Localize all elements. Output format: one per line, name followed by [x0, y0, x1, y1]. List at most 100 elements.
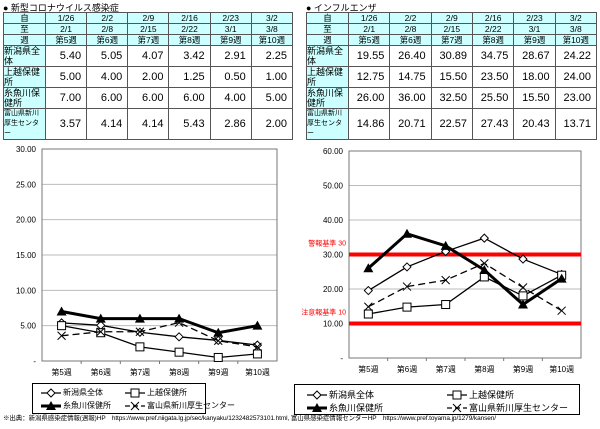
legend-marker — [452, 390, 462, 399]
header-cell: 第10週 — [554, 34, 598, 46]
triangle-marker — [440, 240, 451, 250]
square-marker — [57, 321, 67, 331]
triangle-marker — [95, 313, 106, 323]
value-cell: 12.75 — [347, 66, 391, 88]
x-tick-label: 第6週 — [397, 364, 417, 374]
row-label: 新潟県全体 — [3, 45, 46, 67]
value-cell: 22.57 — [430, 108, 473, 140]
value-cell: 36.00 — [389, 87, 432, 109]
square-marker — [518, 291, 528, 301]
value-cell: 20.43 — [513, 108, 556, 140]
legend-label: 上越保健所 — [469, 390, 515, 400]
value-cell: 13.71 — [554, 108, 598, 140]
diamond-marker — [174, 332, 184, 342]
x-marker — [174, 318, 184, 327]
x-tick-label: 第7週 — [130, 367, 150, 377]
x-tick-label: 第8週 — [474, 364, 494, 374]
value-cell: 2.00 — [250, 108, 294, 140]
diamond-marker — [363, 285, 374, 296]
legend-swatch-icon — [125, 388, 145, 397]
source-footer: ※出典：新潟県感染症情報(週報)HP https://www.pref.niig… — [3, 415, 496, 422]
legend-label: 新潟県全体 — [329, 390, 375, 400]
legend-marker — [312, 389, 322, 400]
table-row: 新潟県全体 5.40 5.05 4.07 3.42 2.91 2.25 — [3, 45, 294, 67]
triangle-marker — [479, 265, 490, 275]
header-label: 週 — [3, 34, 46, 46]
value-cell: 7.00 — [44, 87, 88, 109]
legend-marker — [130, 401, 140, 410]
series-2 — [363, 228, 567, 309]
legend-item: 富山県新川厚生センター — [125, 400, 235, 411]
square-marker — [96, 328, 106, 338]
legend-swatch-icon — [447, 403, 467, 412]
legend-marker — [46, 400, 56, 410]
row-label: 新潟県全体 — [306, 45, 349, 67]
row-label: 糸魚川保健所 — [306, 87, 349, 109]
header-cell: 第8週 — [168, 34, 211, 46]
legend-label: 糸魚川保健所 — [329, 403, 384, 413]
value-cell: 4.14 — [86, 108, 129, 140]
value-cell: 28.67 — [513, 45, 556, 67]
table-row: 上越保健所 5.00 4.00 2.00 1.25 0.50 1.00 — [3, 66, 294, 88]
series-line — [367, 237, 562, 292]
series-line — [368, 262, 563, 312]
series-3 — [363, 259, 567, 316]
table-row: 富山県新川厚生センター 14.86 20.71 22.57 27.43 20.43 13.7… — [306, 108, 598, 140]
value-cell: 15.50 — [513, 87, 556, 109]
series-line — [61, 310, 258, 335]
triangle-marker — [363, 263, 374, 273]
y-tick-label: 10.00 — [323, 320, 344, 329]
row-label: 上越保健所 — [306, 66, 349, 88]
legend-swatch-icon — [41, 400, 61, 410]
y-tick-label: 30.00 — [16, 145, 37, 154]
x-marker — [135, 327, 145, 337]
legend-label: 富山県新川厚生センター — [147, 401, 235, 410]
x-marker — [213, 336, 223, 346]
x-tick-label: 第7週 — [435, 364, 455, 374]
square-marker — [213, 352, 223, 362]
x-marker — [253, 342, 262, 352]
flu-table: 自 1/26 2/2 2/9 2/16 2/23 3/2 至 2/1 2/8 2/15 2/22 3/1… — [306, 12, 598, 140]
series-line — [368, 274, 562, 315]
series-3 — [57, 318, 262, 352]
table-row: 糸魚川保健所 7.00 6.00 6.00 6.00 4.00 5.00 — [3, 87, 294, 109]
header-cell: 2/15 — [127, 23, 170, 35]
square-marker — [402, 302, 412, 312]
x-marker — [557, 306, 567, 316]
value-cell: 4.14 — [127, 108, 170, 140]
value-cell: 2.86 — [209, 108, 252, 140]
value-cell: 5.43 — [168, 108, 211, 140]
flu-section-title: ● インフルエンザ — [306, 3, 377, 13]
series-line — [61, 325, 258, 359]
square-marker — [252, 349, 262, 359]
value-cell: 27.43 — [471, 108, 515, 140]
legend-item: 新潟県全体 — [307, 388, 374, 401]
x-tick-label: 第10週 — [549, 364, 574, 374]
x-tick-label: 第8週 — [169, 367, 189, 377]
square-marker — [174, 347, 184, 357]
triangle-marker — [252, 320, 263, 330]
legend-swatch-icon — [125, 401, 145, 410]
triangle-marker — [556, 273, 567, 283]
covid-table: 自 1/26 2/2 2/9 2/16 2/23 3/2 至 2/1 2/8 2/15 2/22 3/1… — [3, 12, 294, 140]
triangle-marker — [213, 327, 224, 337]
diamond-marker — [402, 262, 412, 272]
x-tick-label: 第9週 — [208, 367, 228, 377]
y-tick-label: 30.00 — [323, 251, 344, 260]
diamond-marker — [252, 340, 263, 350]
y-tick-label: 5.00 — [20, 322, 36, 331]
value-cell: 4.00 — [86, 66, 129, 88]
y-tick-label: - — [340, 354, 343, 363]
x-marker — [96, 327, 106, 337]
series-0 — [56, 318, 263, 350]
value-cell: 4.07 — [127, 45, 170, 67]
covid-section-title: ● 新型コロナウイルス感染症 — [3, 3, 119, 13]
value-cell: 30.89 — [430, 45, 473, 67]
value-cell: 1.25 — [168, 66, 211, 88]
square-marker — [363, 309, 373, 319]
legend-item: 上越保健所 — [447, 388, 514, 401]
value-cell: 26.40 — [389, 45, 432, 67]
y-tick-label: 20.00 — [16, 216, 37, 225]
legend-item: 糸魚川保健所 — [41, 400, 111, 411]
